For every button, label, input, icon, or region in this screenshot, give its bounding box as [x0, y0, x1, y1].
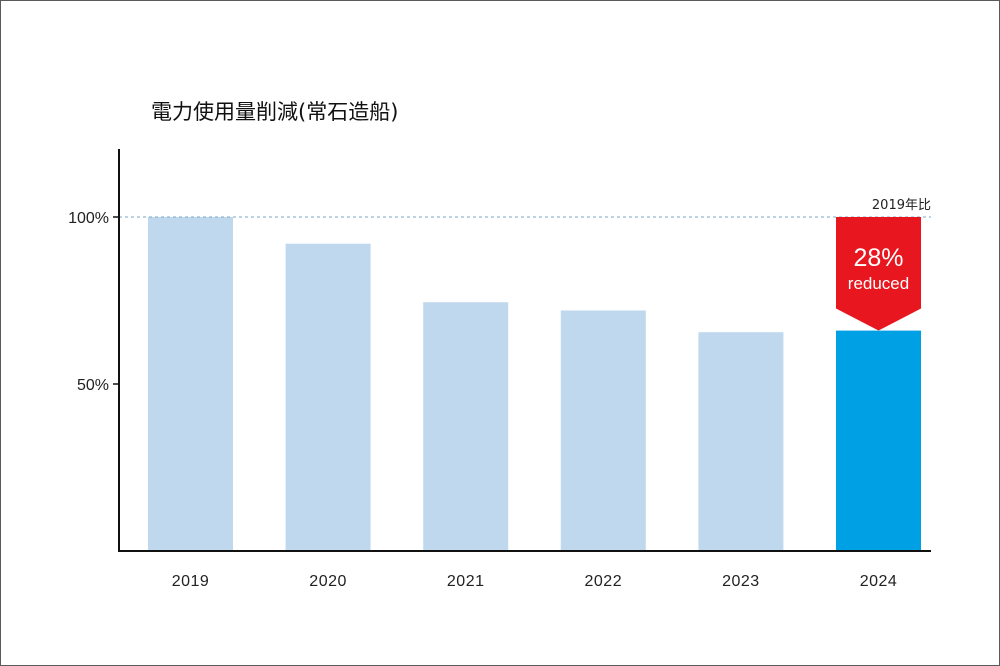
bar-2024	[836, 330, 921, 551]
callout-layer: 28% reduced	[836, 217, 921, 331]
x-tick-label-2019: 2019	[172, 573, 210, 590]
x-tick-label-2024: 2024	[860, 573, 898, 590]
chart-title: 電力使用量削減(常石造船)	[151, 100, 398, 124]
reduction-sub-label: reduced	[848, 274, 909, 293]
x-tick-label-2021: 2021	[447, 573, 485, 590]
x-tick-label-2023: 2023	[722, 573, 760, 590]
reduction-callout-arrow	[836, 217, 921, 331]
x-tick-label-2020: 2020	[309, 573, 347, 590]
y-tick-label-100: 100%	[68, 210, 109, 227]
bar-2022	[560, 310, 646, 551]
reference-line-label: 2019年比	[872, 198, 931, 213]
bar-2020	[285, 243, 371, 551]
x-tick-label-2022: 2022	[585, 573, 623, 590]
bar-2021	[423, 302, 509, 551]
axes-layer: 2019 2020 2021 2022 2023 2024 50% 100%	[68, 149, 931, 590]
reference-layer: 2019年比	[119, 198, 931, 218]
bars-layer	[148, 217, 921, 551]
bar-2019	[148, 217, 233, 551]
reduction-percent-label: 28%	[853, 244, 903, 272]
y-tick-label-50: 50%	[77, 377, 109, 394]
bar-2023	[698, 332, 784, 551]
